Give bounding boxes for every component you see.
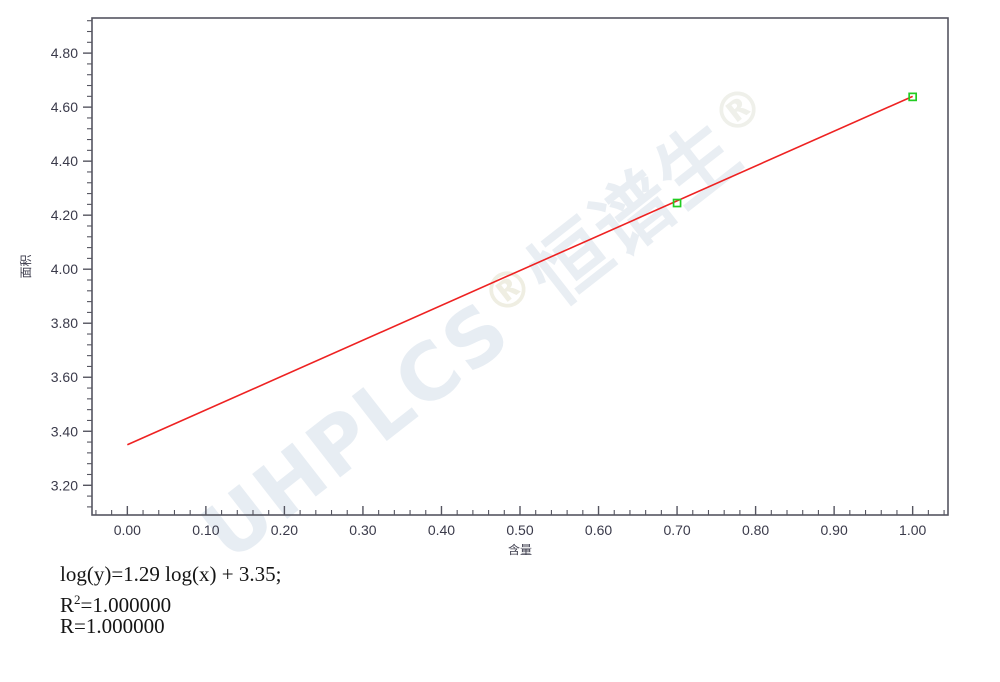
y-axis-title: 面积 <box>19 254 33 278</box>
r-squared-value: =1.000000 <box>80 593 172 617</box>
x-tick-label: 0.40 <box>428 522 455 538</box>
x-tick-label: 0.80 <box>742 522 769 538</box>
regression-line <box>127 95 913 446</box>
regression-annotation: log(y)=1.29 log(x) + 3.35; R2=1.000000 R… <box>60 561 281 639</box>
y-tick-label: 4.00 <box>51 261 78 277</box>
r-squared-exponent: 2 <box>74 592 81 607</box>
r-squared-line: R2=1.000000 <box>60 587 281 617</box>
x-tick-label: 0.50 <box>506 522 533 538</box>
data-point-marker <box>672 198 682 208</box>
data-series <box>127 92 918 446</box>
y-tick-label: 4.40 <box>51 153 78 169</box>
x-tick-label: 0.60 <box>585 522 612 538</box>
x-tick-label: 0.20 <box>271 522 298 538</box>
x-tick-label: 0.70 <box>663 522 690 538</box>
equation-line: log(y)=1.29 log(x) + 3.35; <box>60 562 282 586</box>
y-tick-label: 4.20 <box>51 207 78 223</box>
x-tick-label: 0.00 <box>114 522 141 538</box>
y-axis-tick-labels: 3.20 3.40 3.60 3.80 4.00 4.20 4.40 4.60 4.80 <box>51 45 78 493</box>
r-squared-label: R <box>60 593 75 617</box>
y-axis-ticks <box>83 20 92 508</box>
axis-frame <box>91 17 949 516</box>
x-axis-tick-labels: 0.00 0.10 0.20 0.30 0.40 0.50 0.60 0.70 0.80 0.90… <box>114 522 927 538</box>
y-tick-label: 4.80 <box>51 45 78 61</box>
y-tick-label: 3.40 <box>51 423 78 439</box>
axis-titles: 含量 面积 <box>19 254 532 557</box>
y-tick-label: 3.80 <box>51 315 78 331</box>
x-tick-label: 0.10 <box>192 522 219 538</box>
data-point-marker <box>908 92 918 102</box>
y-tick-label: 4.60 <box>51 99 78 115</box>
x-axis-ticks <box>95 506 945 515</box>
r-line: R=1.000000 <box>60 614 165 638</box>
x-tick-label: 1.00 <box>899 522 926 538</box>
y-tick-label: 3.20 <box>51 477 78 493</box>
x-axis-title: 含量 <box>508 542 532 557</box>
x-tick-label: 0.30 <box>349 522 376 538</box>
x-tick-label: 0.90 <box>821 522 848 538</box>
y-tick-label: 3.60 <box>51 369 78 385</box>
